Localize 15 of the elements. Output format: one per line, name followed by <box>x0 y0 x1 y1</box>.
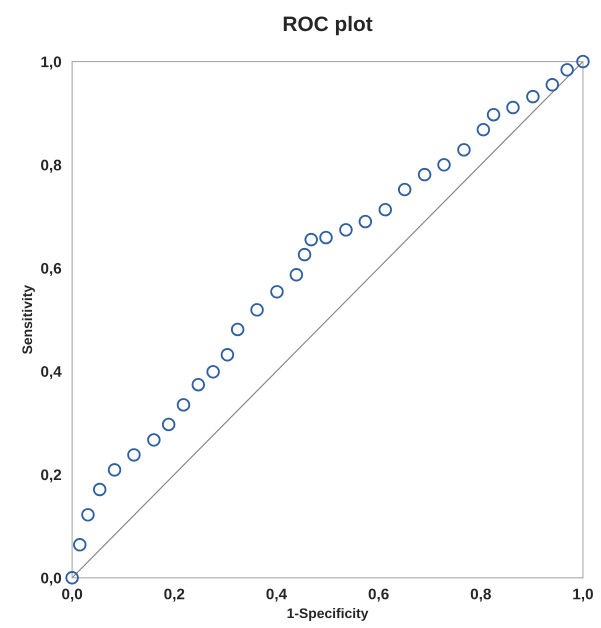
chart-title: ROC plot <box>284 16 372 36</box>
y-tick-label: 0,4 <box>41 366 62 380</box>
x-tick-label: 1,0 <box>573 588 593 602</box>
y-axis-title: Sensitivity <box>22 284 35 354</box>
x-tick-label: 0,0 <box>62 588 82 602</box>
y-tick-label: 0,2 <box>41 469 62 482</box>
y-tick-label: 0,0 <box>41 572 62 586</box>
y-tick-label: 0,8 <box>41 160 62 173</box>
x-tick-label: 0,2 <box>164 588 184 602</box>
x-tick-label: 0,6 <box>368 588 389 602</box>
x-tick-label: 0,4 <box>266 588 287 602</box>
y-tick-label: 1,0 <box>41 56 62 70</box>
y-tick-label: 0,6 <box>41 262 62 276</box>
x-tick-label: 0,8 <box>470 588 491 602</box>
x-axis-title: 1-Specificity <box>288 608 368 621</box>
